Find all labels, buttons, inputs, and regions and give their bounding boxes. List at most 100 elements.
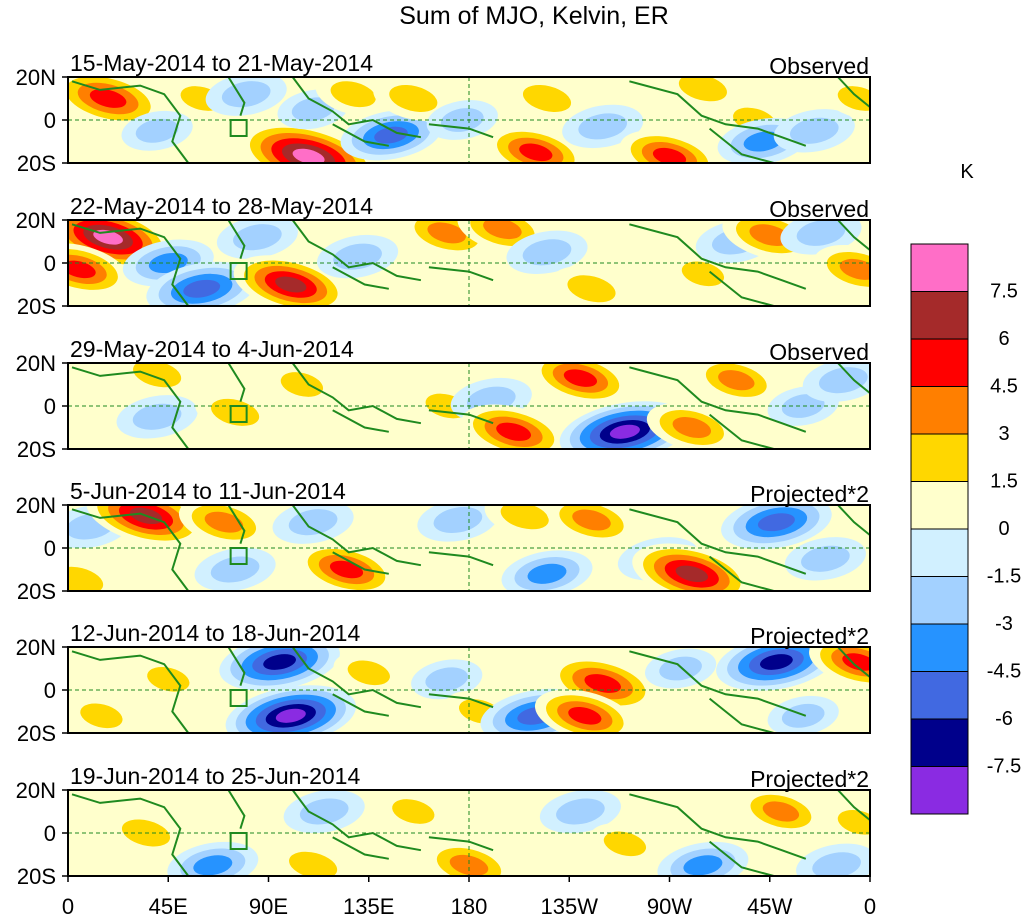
anomaly-contour xyxy=(449,854,489,876)
anomaly-contour xyxy=(68,566,104,591)
panel-period: 12-Jun-2014 to 18-Jun-2014 xyxy=(70,620,360,646)
coastline-4 xyxy=(332,266,389,290)
anomaly-contour xyxy=(527,563,567,584)
anomaly-contour xyxy=(183,279,221,298)
x-tick-label: 0 xyxy=(62,894,74,919)
anomaly-1-11 xyxy=(506,77,588,121)
coastline-8 xyxy=(837,220,870,251)
colorbar-label: 3 xyxy=(998,423,1009,445)
chart-title: Sum of MJO, Kelvin, ER xyxy=(399,2,669,30)
y-tick-label: 20N xyxy=(16,351,56,376)
coastline-4 xyxy=(332,409,389,433)
anomaly-4-3 xyxy=(178,505,269,547)
coastline-6 xyxy=(629,508,807,575)
anomaly-4-4 xyxy=(194,547,276,591)
x-tick-label: 90E xyxy=(249,894,288,919)
panel-2: 22-May-2014 to 28-May-2014 Observed 20N 0 20… xyxy=(16,193,871,319)
y-tick-label: 0 xyxy=(44,536,56,561)
x-tick-label: 180 xyxy=(451,894,488,919)
anomaly-5-5 xyxy=(333,652,405,694)
coastline-7 xyxy=(708,840,775,876)
anomaly-contour xyxy=(280,372,324,397)
anomaly-contour xyxy=(263,654,296,670)
anomaly-contour xyxy=(675,565,709,583)
x-tick-label: 0 xyxy=(864,894,876,919)
anomaly-contour xyxy=(743,131,783,152)
panel-status: Observed xyxy=(769,196,869,222)
anomaly-3-11 xyxy=(693,363,779,404)
anomaly-contour xyxy=(425,667,469,692)
y-tick-label: 0 xyxy=(44,108,56,133)
anomaly-1-2 xyxy=(121,110,193,151)
anomaly-contour xyxy=(789,117,839,144)
y-tick-label: 0 xyxy=(44,251,56,276)
colorbar: K 7.5 6 4.5 3 1.5 0 -1.5 -3 -4.5 -6 -7.5 xyxy=(910,161,1021,815)
y-tick-label: 20S xyxy=(17,294,56,319)
region-box xyxy=(229,262,248,280)
panel-status: Observed xyxy=(769,339,869,365)
anomaly-contour xyxy=(681,261,725,287)
anomaly-6-7 xyxy=(539,790,621,834)
colorbar-swatch xyxy=(910,481,969,530)
anomaly-contour xyxy=(749,224,791,246)
anomaly-3-1 xyxy=(117,363,198,397)
anomaly-3-8 xyxy=(530,363,631,405)
colorbar-swatch xyxy=(910,671,969,720)
anomaly-contour xyxy=(433,506,483,534)
anomaly-2-12 xyxy=(667,253,739,295)
anomaly-5-4 xyxy=(225,685,356,733)
anomaly-contour xyxy=(522,239,572,266)
colorbar-label: 4.5 xyxy=(990,376,1018,398)
anomaly-contour xyxy=(801,545,850,572)
x-tick-label: 135W xyxy=(541,894,599,919)
colorbar-label: -1.5 xyxy=(987,566,1021,588)
anomaly-3-7 xyxy=(461,404,566,449)
anomaly-contour xyxy=(292,148,325,163)
anomaly-contour xyxy=(584,674,621,693)
coastline-6 xyxy=(629,223,807,290)
anomaly-contour xyxy=(812,852,861,876)
panel-period: 15-May-2014 to 21-May-2014 xyxy=(70,50,373,76)
colorbar-swatch xyxy=(910,623,969,672)
anomaly-contour xyxy=(572,509,611,531)
anomaly-contour xyxy=(796,220,846,246)
coastline-1 xyxy=(71,80,190,163)
anomaly-contour xyxy=(483,220,522,240)
anomaly-contour xyxy=(392,799,435,824)
anomaly-contour xyxy=(839,258,870,280)
anomaly-contour xyxy=(609,424,640,439)
y-tick-label: 0 xyxy=(44,821,56,846)
panel-period: 29-May-2014 to 4-Jun-2014 xyxy=(70,336,354,362)
y-tick-label: 20N xyxy=(16,778,56,803)
colorbar-swatch xyxy=(910,528,969,577)
anomaly-6-6 xyxy=(424,840,514,876)
coastline-1 xyxy=(71,223,190,306)
colorbar-label: -4.5 xyxy=(987,661,1021,683)
panel-map-4 xyxy=(68,505,870,591)
coastline-1 xyxy=(71,366,190,449)
panels-group: 15-May-2014 to 21-May-2014 Observed 20N 0 20… xyxy=(16,50,871,889)
anomaly-3-4 xyxy=(266,363,338,406)
anomaly-contour xyxy=(347,660,390,686)
coastline-2 xyxy=(227,220,246,259)
anomaly-contour xyxy=(678,77,727,102)
anomaly-4-7 xyxy=(417,505,499,542)
coastline-3 xyxy=(291,790,422,852)
anomaly-contour xyxy=(652,147,687,163)
y-tick-label: 20N xyxy=(16,635,56,660)
colorbar-label: -7.5 xyxy=(987,756,1021,778)
coastline-3 xyxy=(291,363,422,425)
anomaly-contour xyxy=(132,403,182,430)
coastline-1 xyxy=(71,508,190,591)
anomaly-contour xyxy=(330,81,376,108)
panel-6: 19-Jun-2014 to 25-Jun-2014 Projected*2 20N… xyxy=(16,763,871,889)
anomaly-6-3 xyxy=(273,842,354,876)
anomaly-2-16 xyxy=(813,244,870,294)
anomaly-contour xyxy=(289,851,338,876)
anomaly-contour xyxy=(299,798,349,825)
region-box xyxy=(229,547,248,565)
anomaly-6-8 xyxy=(589,823,661,865)
anomaly-contour xyxy=(80,703,123,729)
region-box xyxy=(229,119,248,137)
anomaly-contour xyxy=(500,505,549,530)
